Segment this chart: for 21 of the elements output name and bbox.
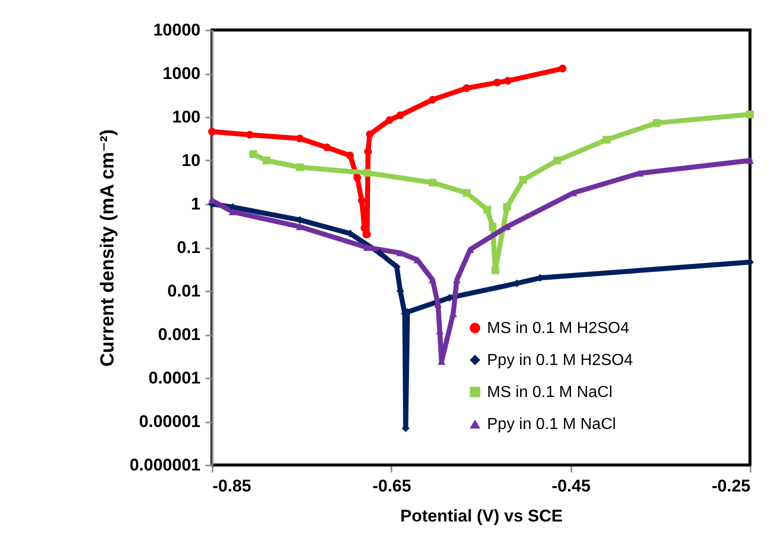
y-tick-label: 0.00001 (139, 412, 200, 431)
x-axis-title: Potential (V) vs SCE (400, 506, 563, 526)
y-tick-label: 0.0001 (148, 368, 200, 388)
y-tick-label: 1 (191, 194, 200, 214)
x-tick-label: -0.45 (552, 476, 591, 496)
y-tick-label: 0.000001 (130, 456, 200, 474)
x-tick-label: -0.65 (372, 476, 412, 496)
x-tick-label: -0.25 (712, 476, 750, 496)
legend-label: MS in 0.1 M H2SO4 (487, 320, 630, 337)
y-tick-label: 100 (172, 108, 200, 126)
y-tick-label: 10 (182, 151, 200, 170)
y-tick-label: 1000 (162, 64, 200, 83)
legend-label: Ppy in 0.1 M H2SO4 (487, 352, 633, 369)
y-axis-title: Current density (mA cm⁻²) (98, 129, 119, 367)
y-tick-label: 0.1 (176, 238, 200, 257)
legend-label: Ppy in 0.1 M NaCl (487, 416, 616, 433)
y-tick-label: 0.01 (167, 282, 200, 300)
x-tick-label: -0.85 (212, 476, 252, 496)
y-tick-label: 10000 (153, 20, 200, 40)
legend-label: MS in 0.1 M NaCl (487, 384, 612, 401)
y-tick-label: 0.001 (158, 325, 200, 344)
